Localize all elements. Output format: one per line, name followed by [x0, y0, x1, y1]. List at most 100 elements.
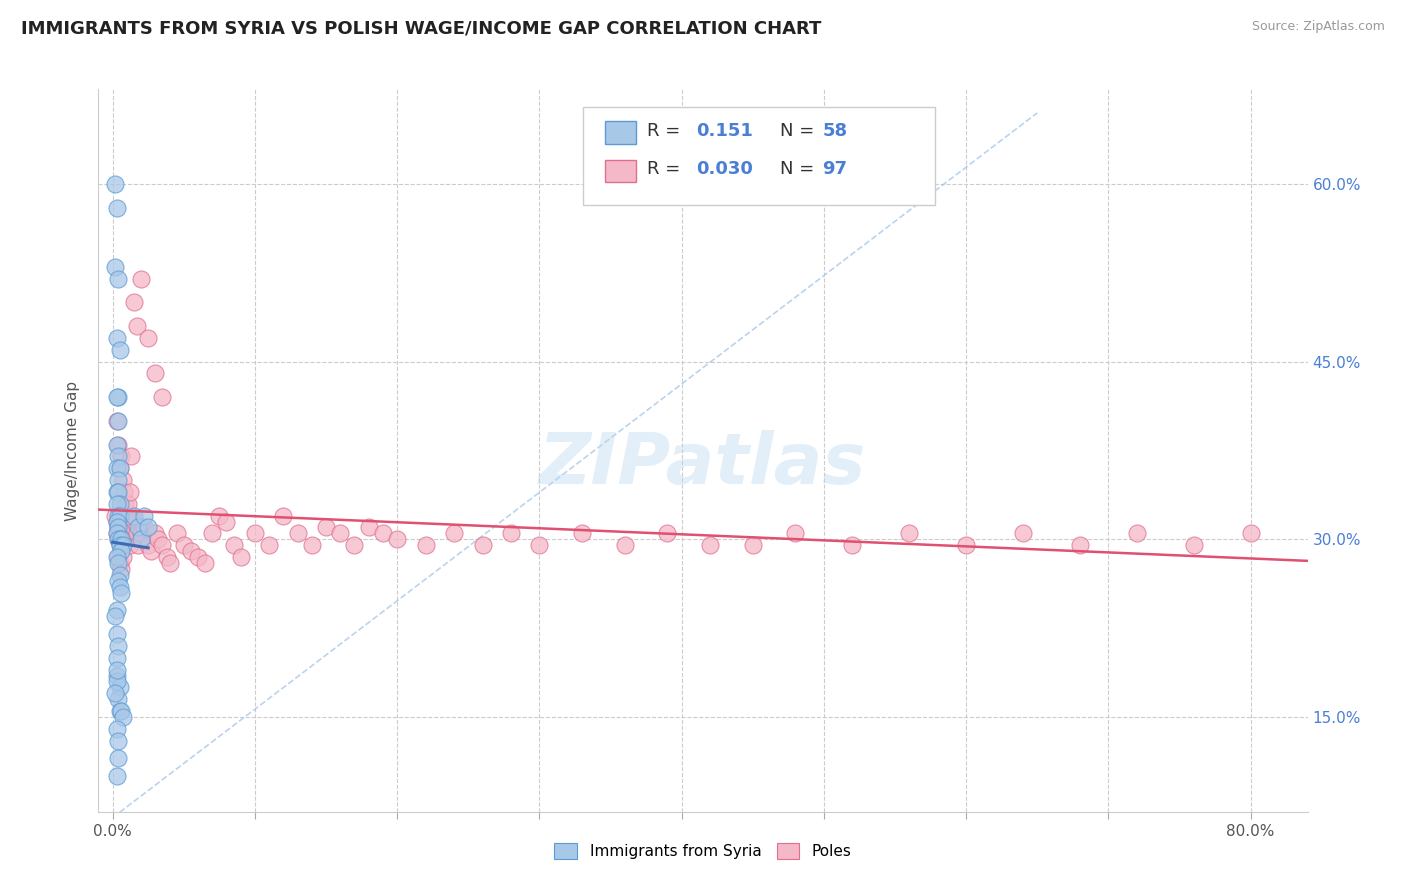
Point [215, 515, 238, 529]
Point [105, 497, 128, 511]
Point [1069, 538, 1091, 552]
Point [105, 201, 128, 215]
Point [443, 526, 465, 541]
Point [785, 526, 807, 541]
Point [143, 526, 166, 541]
Text: R =: R = [647, 122, 686, 140]
Point [201, 526, 224, 541]
Point [112, 484, 135, 499]
Point [139, 544, 162, 558]
Point [115, 508, 138, 523]
Point [120, 508, 142, 523]
Point [371, 526, 394, 541]
Point [114, 526, 136, 541]
Point [529, 538, 551, 552]
Point [110, 533, 132, 547]
Point [108, 704, 131, 718]
Point [571, 526, 593, 541]
Point [301, 538, 323, 552]
Point [104, 260, 127, 274]
Point [1240, 526, 1263, 541]
Point [107, 520, 129, 534]
Point [121, 515, 143, 529]
Point [107, 692, 129, 706]
Point [111, 550, 134, 565]
Point [122, 508, 145, 523]
Point [108, 533, 131, 547]
Point [111, 710, 134, 724]
Point [1012, 526, 1035, 541]
Point [107, 751, 129, 765]
Point [112, 515, 135, 529]
Point [108, 538, 131, 552]
Point [108, 343, 131, 357]
Point [115, 533, 138, 547]
Point [107, 390, 129, 404]
Point [156, 550, 179, 565]
Text: N =: N = [780, 161, 820, 178]
Point [287, 526, 309, 541]
Point [1126, 526, 1149, 541]
Point [152, 390, 174, 404]
Point [110, 544, 132, 558]
Point [136, 538, 159, 552]
Point [329, 526, 352, 541]
Point [105, 550, 128, 565]
Point [105, 663, 128, 677]
Point [257, 538, 280, 552]
Point [105, 515, 128, 529]
Point [841, 538, 863, 552]
Point [105, 627, 128, 641]
Point [120, 450, 142, 464]
Point [111, 538, 134, 552]
Point [132, 508, 155, 523]
Point [105, 526, 128, 541]
Point [105, 331, 128, 345]
Point [115, 508, 138, 523]
Point [955, 538, 977, 552]
Point [159, 556, 181, 570]
Text: 97: 97 [823, 161, 848, 178]
Point [104, 508, 127, 523]
Point [107, 271, 129, 285]
Point [104, 177, 127, 191]
Point [127, 520, 149, 534]
Point [108, 461, 131, 475]
Point [122, 520, 145, 534]
Point [129, 526, 152, 541]
Point [124, 515, 146, 529]
Point [273, 508, 295, 523]
Point [107, 733, 129, 747]
Point [499, 526, 522, 541]
Point [122, 295, 145, 310]
Text: N =: N = [780, 122, 820, 140]
Point [166, 526, 188, 541]
Point [136, 331, 159, 345]
Point [108, 556, 131, 570]
Point [107, 414, 129, 428]
Point [194, 556, 217, 570]
Point [187, 550, 209, 565]
Point [110, 562, 132, 576]
Point [108, 580, 131, 594]
Point [114, 497, 136, 511]
Point [105, 526, 128, 541]
Text: IMMIGRANTS FROM SYRIA VS POLISH WAGE/INCOME GAP CORRELATION CHART: IMMIGRANTS FROM SYRIA VS POLISH WAGE/INC… [21, 20, 821, 37]
Point [108, 538, 131, 552]
Text: R =: R = [647, 161, 686, 178]
Point [180, 544, 202, 558]
Point [110, 508, 132, 523]
Text: 58: 58 [823, 122, 848, 140]
Point [143, 367, 166, 381]
Point [898, 526, 921, 541]
Point [415, 538, 437, 552]
Point [125, 319, 148, 334]
Point [104, 686, 127, 700]
Point [471, 538, 494, 552]
Point [107, 556, 129, 570]
Point [110, 450, 132, 464]
Point [657, 526, 679, 541]
Point [129, 271, 152, 285]
Point [118, 526, 141, 541]
Point [110, 538, 132, 552]
